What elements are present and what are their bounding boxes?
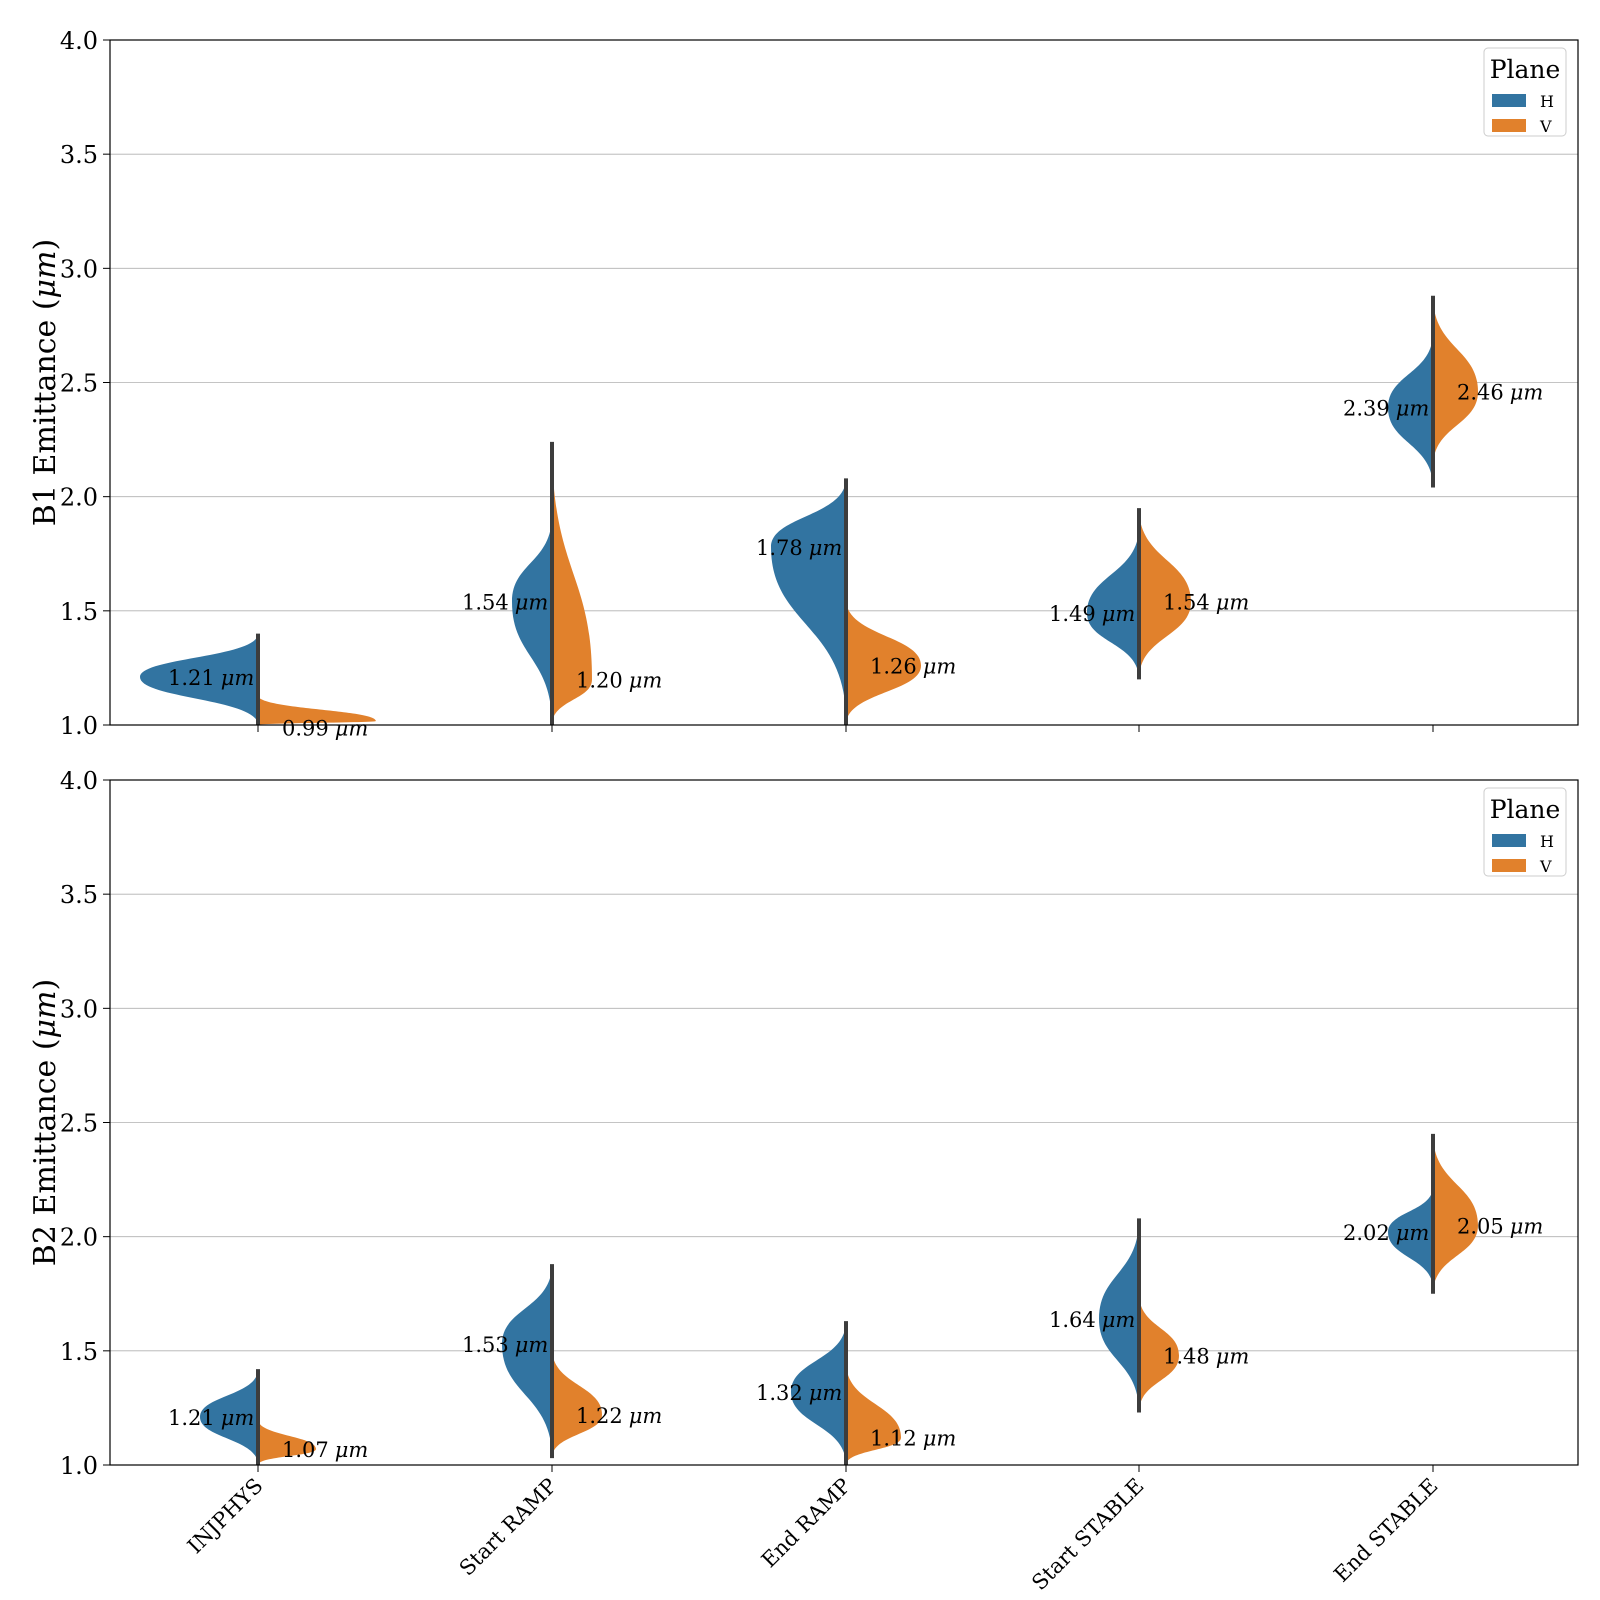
- violin-v-start-stable: [1139, 1293, 1179, 1413]
- violins: [140, 295, 1478, 725]
- violin-v-start-ramp: [552, 441, 592, 725]
- median-label-v: 2.46 μm: [1457, 381, 1543, 405]
- median-label-v: 1.48 μm: [1163, 1344, 1249, 1368]
- panel-b2: 1.0 1.5 2.0 2.5 3.0 3.5 4.0 1.21 μm 1.53 μm 1.32 μm 1…: [28, 767, 1579, 1480]
- axes-frame: [109, 779, 1579, 1466]
- violin-v-start-ramp: [552, 1348, 602, 1459]
- median-label-v: 2.05 μm: [1457, 1214, 1543, 1238]
- legend-label-v: V: [1539, 857, 1552, 876]
- legend-label-h: H: [1540, 92, 1554, 111]
- violin-v-injphys: [258, 1419, 316, 1465]
- y-tick-label: 3.5: [60, 881, 98, 909]
- x-tick-label: INJPHYS: [183, 1474, 268, 1559]
- legend-box: [1483, 47, 1567, 137]
- violin-v-end-ramp: [846, 599, 921, 725]
- y-tick-label: 1.5: [60, 1338, 98, 1366]
- median-label-v: 1.22 μm: [576, 1404, 662, 1428]
- legend-label-h: H: [1540, 832, 1554, 851]
- median-label-h: 1.32 μm: [756, 1381, 842, 1405]
- median-label-h: 1.54 μm: [462, 591, 548, 615]
- median-label-h: 2.39 μm: [1343, 397, 1429, 421]
- median-label-h: 1.53 μm: [462, 1333, 548, 1357]
- y-tick-label: 2.0: [60, 1224, 98, 1252]
- median-label-v: 1.07 μm: [282, 1438, 368, 1462]
- median-label-v: 1.26 μm: [870, 655, 956, 679]
- y-axis-label: B2 Emittance (μm): [28, 979, 63, 1266]
- y-tick-label: 3.0: [60, 255, 98, 283]
- violin-h-start-stable: [1087, 526, 1139, 680]
- y-tick-label: 4.0: [60, 27, 98, 55]
- legend-label-v: V: [1539, 117, 1552, 136]
- median-label-h: 1.78 μm: [756, 536, 842, 560]
- violin-h-end-stable: [1388, 332, 1433, 488]
- x-tick-label: End RAMP: [757, 1474, 856, 1573]
- violin-h-start-ramp: [502, 1264, 552, 1459]
- median-label-h: 1.49 μm: [1049, 602, 1135, 626]
- median-label-v: 1.12 μm: [870, 1427, 956, 1451]
- x-tick-label: Start RAMP: [455, 1474, 562, 1581]
- y-tick-label: 3.0: [60, 995, 98, 1023]
- x-tick-label: Start STABLE: [1027, 1474, 1148, 1595]
- y-tick-label: 3.5: [60, 141, 98, 169]
- legend-box: [1483, 787, 1567, 877]
- y-tick-label: 1.0: [60, 712, 98, 740]
- y-tick-label: 1.0: [60, 1452, 98, 1480]
- median-label-h: 1.64 μm: [1049, 1308, 1135, 1332]
- legend-title: Plane: [1490, 55, 1561, 84]
- y-tick-label: 2.5: [60, 1110, 98, 1138]
- violin-h-start-ramp: [512, 514, 552, 725]
- median-label-v: 1.20 μm: [576, 668, 662, 692]
- y-tick-label: 4.0: [60, 767, 98, 795]
- x-tick-label: End STABLE: [1329, 1474, 1442, 1587]
- legend-swatch-h: [1492, 94, 1526, 107]
- y-tick-label: 1.5: [60, 598, 98, 626]
- violins: [200, 1133, 1478, 1465]
- legend-swatch-h: [1492, 834, 1526, 847]
- median-label-h: 1.21 μm: [168, 1406, 254, 1430]
- violin-v-injphys: [258, 695, 376, 725]
- violin-h-end-stable: [1388, 1186, 1433, 1290]
- violin-h-end-ramp: [771, 478, 846, 721]
- violin-h-end-ramp: [791, 1321, 846, 1465]
- legend: Plane HV: [1483, 47, 1567, 137]
- violin-h-injphys: [140, 633, 258, 725]
- y-tick-label: 2.0: [60, 484, 98, 512]
- y-tick-label: 2.5: [60, 370, 98, 398]
- median-label-v: 0.99 μm: [282, 716, 368, 740]
- y-axis-label: B1 Emittance (μm): [28, 239, 63, 526]
- violin-h-start-stable: [1099, 1218, 1139, 1413]
- violin-h-injphys: [200, 1369, 258, 1465]
- axes-frame: [109, 39, 1579, 726]
- median-label-v: 1.54 μm: [1163, 591, 1249, 615]
- legend: Plane HV: [1483, 787, 1567, 877]
- violin-v-end-stable: [1433, 295, 1478, 467]
- panel-b1: 1.0 1.5 2.0 2.5 3.0 3.5 4.0 1.21 μm 1.54 μm 1.78 μm 1…: [28, 27, 1579, 740]
- x-tick-labels: INJPHYS Start RAMP End RAMP Start STABLE End…: [183, 1474, 1443, 1595]
- median-label-h: 1.21 μm: [168, 666, 254, 690]
- legend-title: Plane: [1490, 795, 1561, 824]
- violin-v-end-stable: [1433, 1133, 1478, 1294]
- legend-swatch-v: [1492, 859, 1526, 872]
- median-label-h: 2.02 μm: [1343, 1221, 1429, 1245]
- legend-swatch-v: [1492, 119, 1526, 132]
- violin-v-start-stable: [1139, 508, 1191, 680]
- violin-v-end-ramp: [846, 1362, 901, 1465]
